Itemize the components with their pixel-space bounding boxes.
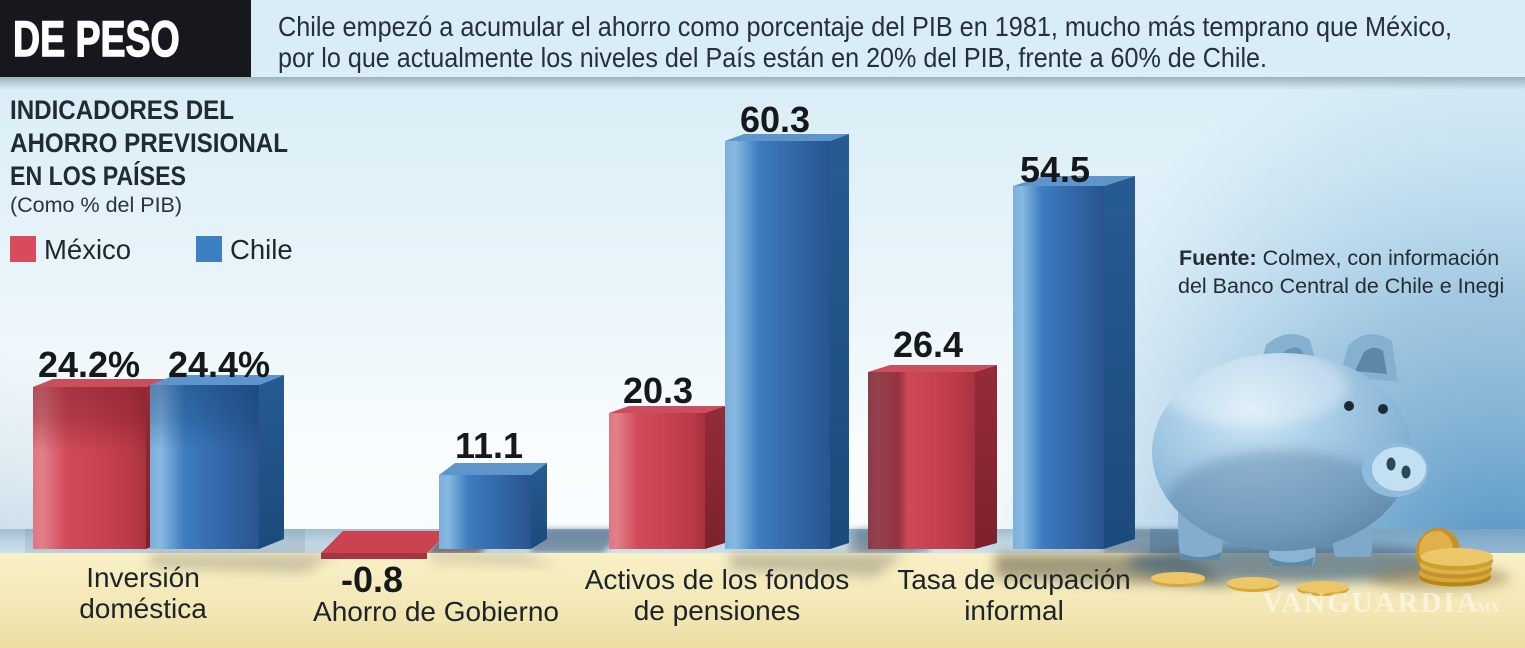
svg-text:26.4: 26.4 [893, 324, 963, 365]
svg-text:(Como % del PIB): (Como % del PIB) [10, 193, 182, 217]
svg-text:20.3: 20.3 [623, 370, 693, 411]
svg-text:doméstica: doméstica [79, 593, 207, 624]
svg-text:del Banco Central de Chile e I: del Banco Central de Chile e Inegi [1178, 274, 1504, 298]
svg-text:24.2%: 24.2% [38, 344, 140, 385]
svg-text:11.1: 11.1 [455, 425, 523, 466]
svg-text:MX: MX [1477, 601, 1500, 616]
svg-text:INDICADORES DEL: INDICADORES DEL [10, 95, 234, 125]
svg-text:Tasa de ocupación: Tasa de ocupación [897, 564, 1131, 595]
svg-text:AHORRO PREVISIONAL: AHORRO PREVISIONAL [10, 128, 288, 158]
svg-text:24.4%: 24.4% [168, 344, 270, 385]
svg-text:Fuente: Colmex, con informació: Fuente: Colmex, con información [1179, 246, 1499, 270]
svg-text:VANGUARDIA: VANGUARDIA [1262, 587, 1480, 619]
svg-text:por lo que actualmente los niv: por lo que actualmente los niveles del P… [278, 42, 1267, 73]
svg-text:México: México [44, 234, 131, 265]
svg-text:Chile: Chile [230, 234, 293, 265]
svg-text:informal: informal [964, 595, 1064, 626]
svg-text:54.5: 54.5 [1020, 149, 1090, 190]
svg-text:Inversión: Inversión [86, 562, 200, 593]
svg-text:-0.8: -0.8 [341, 559, 403, 600]
svg-text:EN LOS PAÍSES: EN LOS PAÍSES [10, 160, 186, 191]
svg-text:DE PESO: DE PESO [13, 12, 180, 67]
svg-text:Activos de los fondos: Activos de los fondos [585, 564, 850, 595]
svg-text:Chile empezó a acumular el aho: Chile empezó a acumular el ahorro como p… [278, 11, 1452, 42]
svg-text:60.3: 60.3 [740, 99, 810, 140]
svg-text:de pensiones: de pensiones [634, 595, 801, 626]
svg-text:Ahorro de Gobierno: Ahorro de Gobierno [313, 596, 559, 627]
